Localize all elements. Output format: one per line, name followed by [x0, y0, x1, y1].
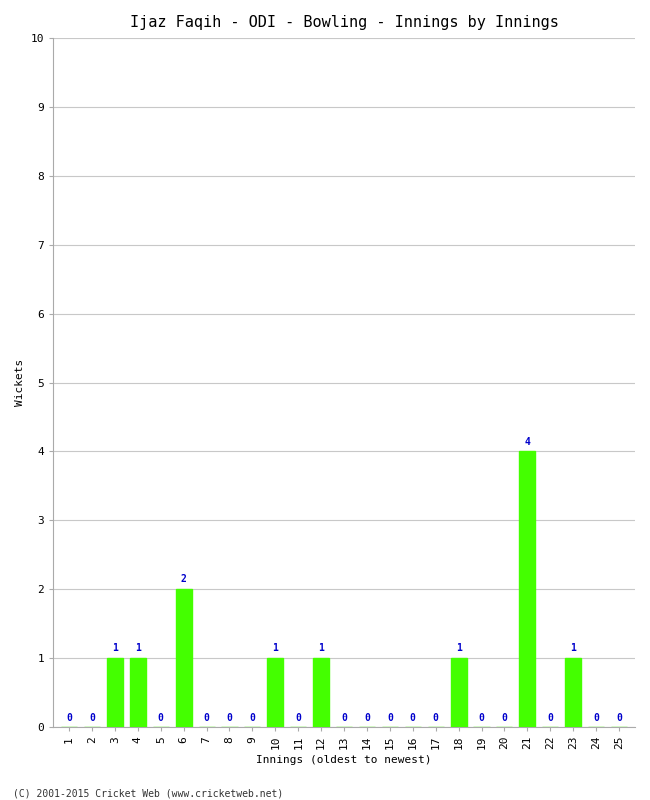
Bar — [176, 589, 192, 727]
Bar — [130, 658, 146, 727]
X-axis label: Innings (oldest to newest): Innings (oldest to newest) — [256, 755, 432, 765]
Text: 0: 0 — [387, 714, 393, 723]
Text: 0: 0 — [295, 714, 301, 723]
Text: 0: 0 — [478, 714, 484, 723]
Text: 0: 0 — [227, 714, 233, 723]
Bar — [267, 658, 283, 727]
Text: 0: 0 — [89, 714, 95, 723]
Y-axis label: Wickets: Wickets — [15, 359, 25, 406]
Text: 1: 1 — [456, 643, 462, 654]
Text: 0: 0 — [250, 714, 255, 723]
Text: 1: 1 — [570, 643, 576, 654]
Text: 1: 1 — [272, 643, 278, 654]
Text: 0: 0 — [433, 714, 439, 723]
Bar — [565, 658, 581, 727]
Title: Ijaz Faqih - ODI - Bowling - Innings by Innings: Ijaz Faqih - ODI - Bowling - Innings by … — [129, 15, 558, 30]
Bar — [519, 451, 536, 727]
Text: 0: 0 — [547, 714, 553, 723]
Text: 1: 1 — [135, 643, 141, 654]
Text: 1: 1 — [112, 643, 118, 654]
Text: (C) 2001-2015 Cricket Web (www.cricketweb.net): (C) 2001-2015 Cricket Web (www.cricketwe… — [13, 788, 283, 798]
Text: 0: 0 — [501, 714, 508, 723]
Bar — [450, 658, 467, 727]
Text: 2: 2 — [181, 574, 187, 584]
Text: 0: 0 — [410, 714, 416, 723]
Text: 0: 0 — [341, 714, 347, 723]
Bar — [313, 658, 329, 727]
Bar — [107, 658, 123, 727]
Text: 0: 0 — [616, 714, 622, 723]
Text: 4: 4 — [525, 437, 530, 446]
Text: 0: 0 — [203, 714, 209, 723]
Text: 0: 0 — [364, 714, 370, 723]
Text: 0: 0 — [593, 714, 599, 723]
Text: 0: 0 — [66, 714, 72, 723]
Text: 1: 1 — [318, 643, 324, 654]
Text: 0: 0 — [158, 714, 164, 723]
